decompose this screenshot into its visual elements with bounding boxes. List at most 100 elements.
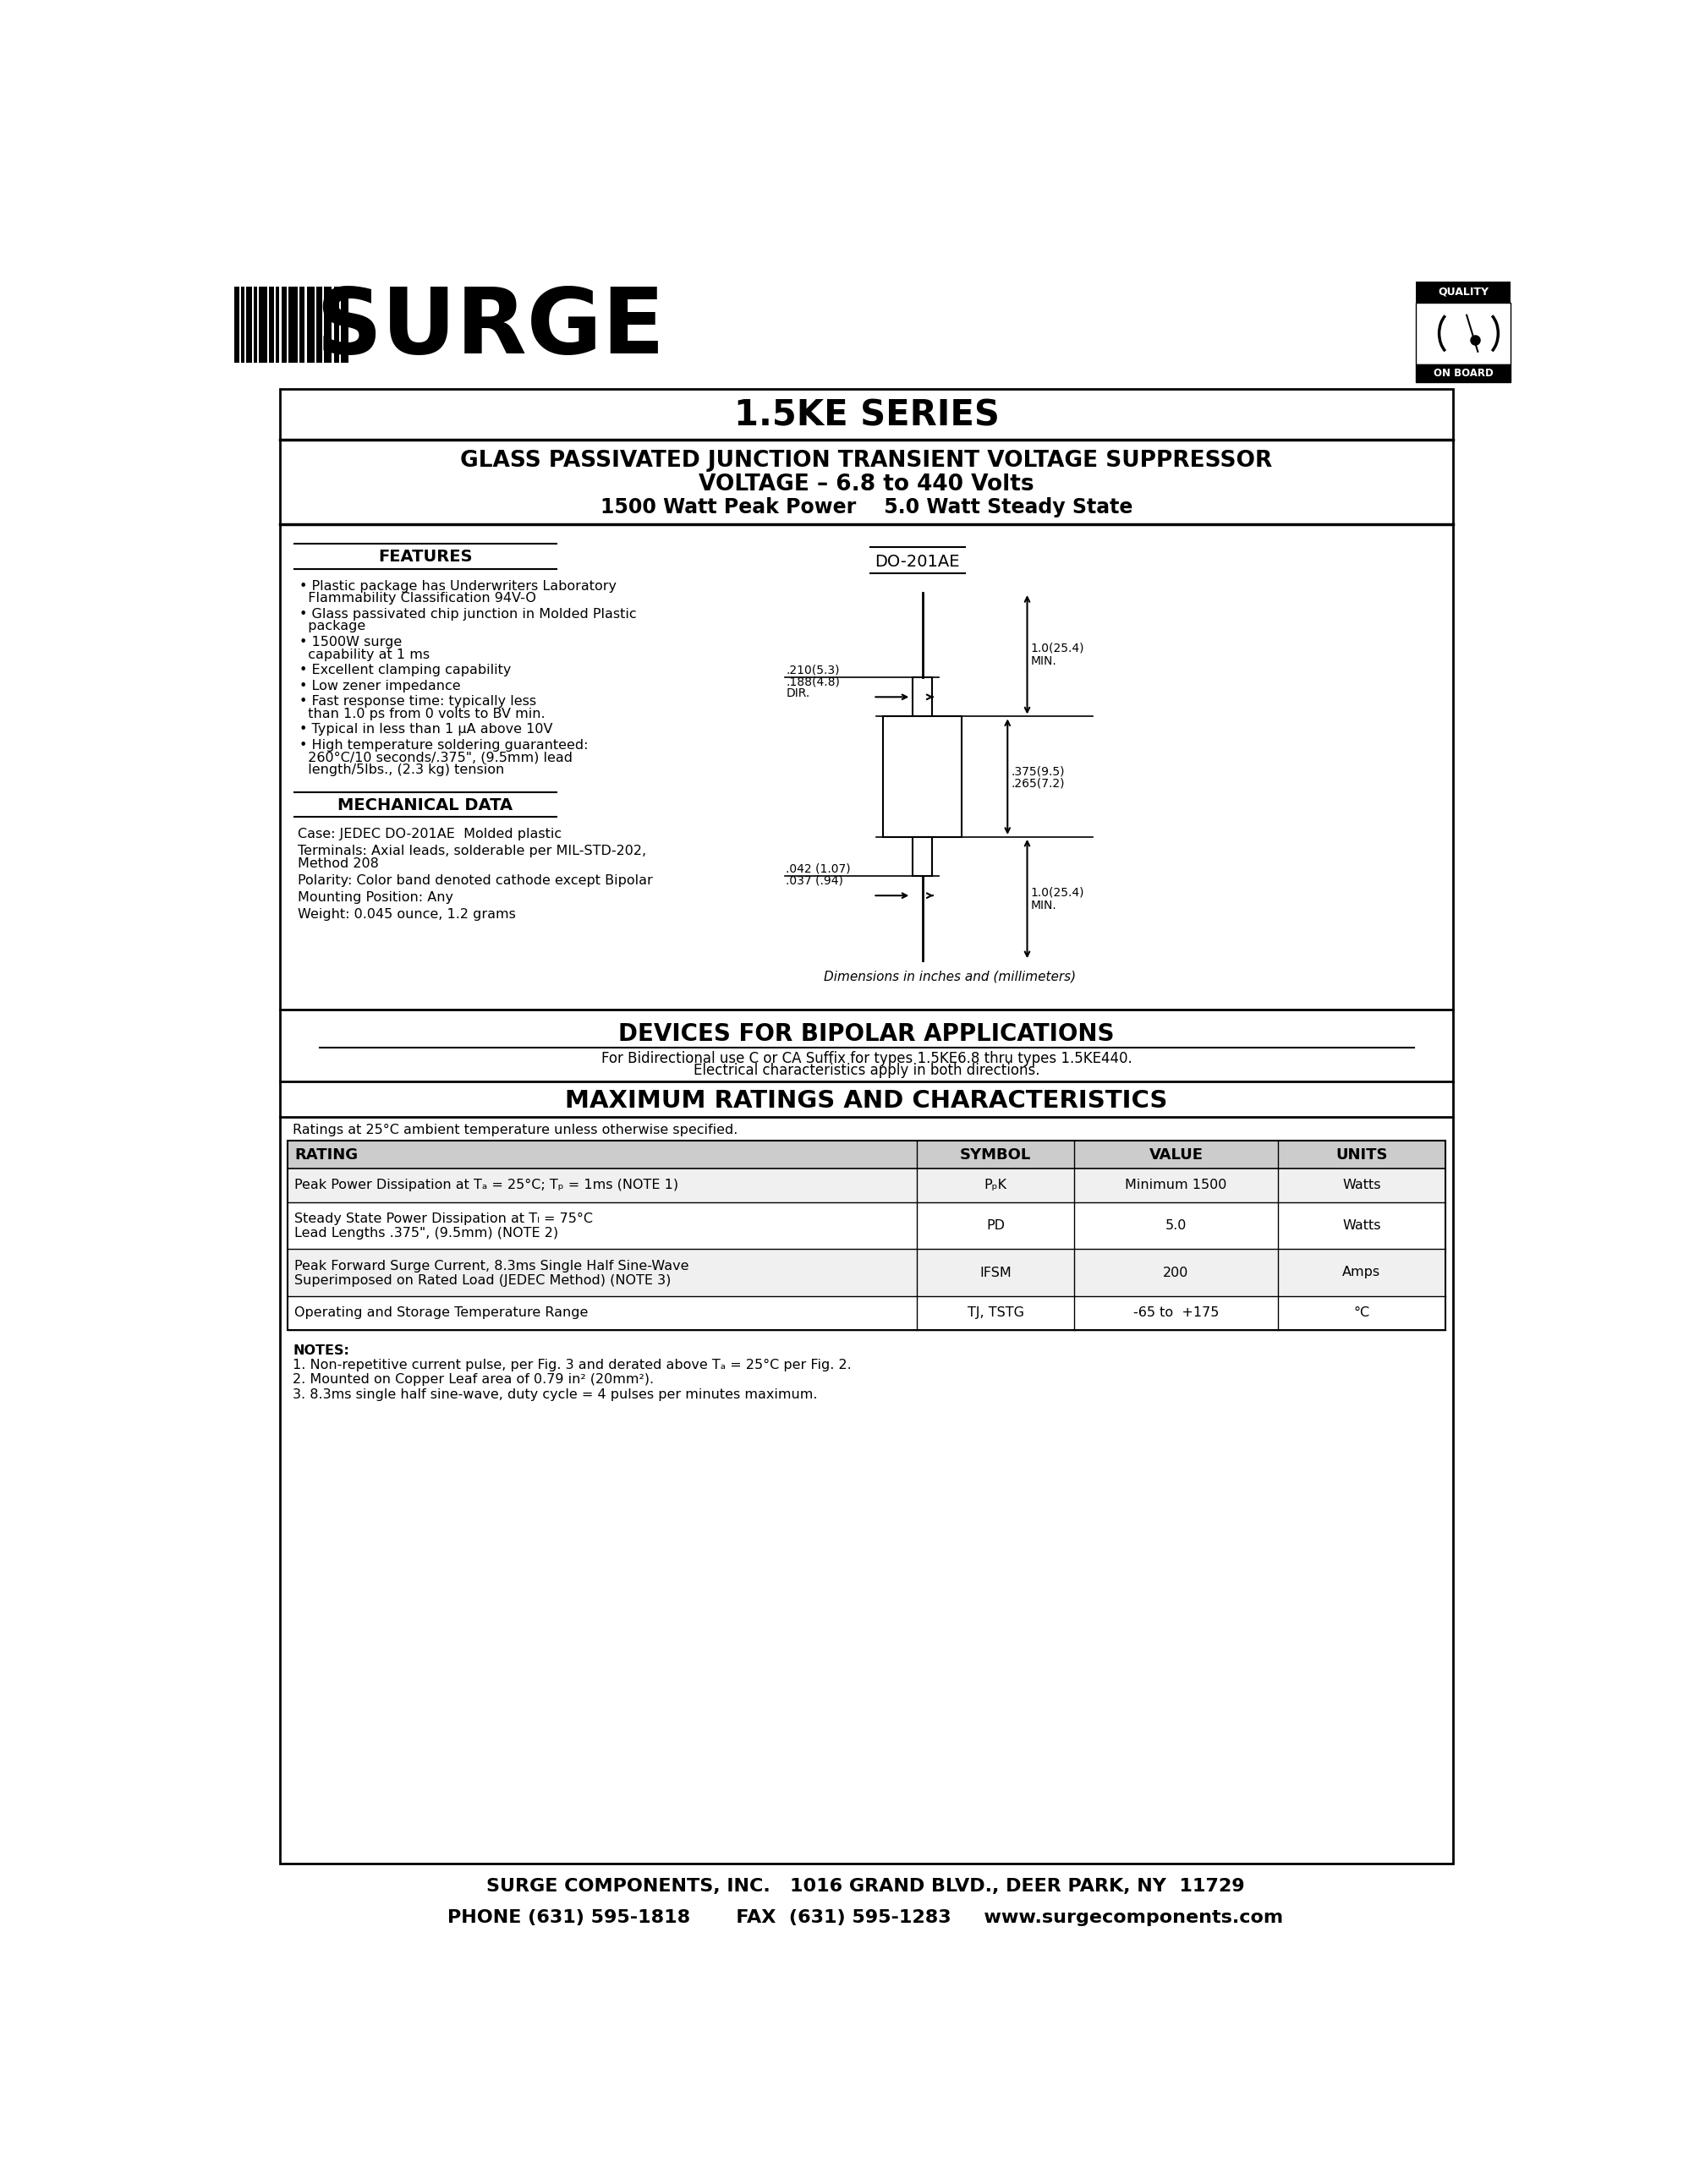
Text: Polarity: Color band denoted cathode except Bipolar: Polarity: Color band denoted cathode exc… (297, 874, 652, 887)
Text: .037 (.94): .037 (.94) (785, 874, 843, 887)
Text: 260°C/10 seconds/.375", (9.5mm) lead: 260°C/10 seconds/.375", (9.5mm) lead (299, 751, 573, 764)
Text: PD: PD (986, 1219, 1005, 1232)
Text: Case: JEDEC DO-201AE  Molded plastic: Case: JEDEC DO-201AE Molded plastic (297, 828, 562, 841)
Text: 1.5KE SERIES: 1.5KE SERIES (733, 397, 1000, 432)
Text: TJ, TSTG: TJ, TSTG (968, 1306, 1024, 1319)
Text: IFSM: IFSM (980, 1267, 1012, 1280)
Text: ON BOARD: ON BOARD (1434, 367, 1493, 378)
Text: length/5lbs., (2.3 kg) tension: length/5lbs., (2.3 kg) tension (299, 764, 505, 775)
Text: 5.0: 5.0 (1165, 1219, 1187, 1232)
Text: Peak Forward Surge Current, 8.3ms Single Half Sine-Wave: Peak Forward Surge Current, 8.3ms Single… (294, 1260, 689, 1273)
Bar (334, 286, 339, 363)
Text: Minimum 1500: Minimum 1500 (1125, 1179, 1226, 1192)
Text: • Excellent clamping capability: • Excellent clamping capability (299, 664, 512, 677)
Text: • Glass passivated chip junction in Molded Plastic: • Glass passivated chip junction in Mold… (299, 607, 637, 620)
Text: .210(5.3): .210(5.3) (785, 664, 839, 677)
Text: Watts: Watts (1343, 1219, 1380, 1232)
Bar (1415, 301, 1512, 365)
Text: FEATURES: FEATURES (378, 548, 473, 566)
Text: Flammability Classification 94V-O: Flammability Classification 94V-O (299, 592, 537, 605)
Text: Amps: Amps (1343, 1267, 1380, 1280)
Bar (1415, 365, 1512, 382)
Text: • Typical in less than 1 μA above 10V: • Typical in less than 1 μA above 10V (299, 723, 552, 736)
Text: MIN.: MIN. (1030, 900, 1057, 911)
Text: Watts: Watts (1343, 1179, 1380, 1192)
Text: Lead Lengths .375", (9.5mm) (NOTE 2): Lead Lengths .375", (9.5mm) (NOTE 2) (294, 1227, 559, 1241)
Text: Method 208: Method 208 (297, 856, 378, 869)
Bar (341, 286, 348, 363)
Bar (883, 716, 961, 836)
Text: SYMBOL: SYMBOL (959, 1147, 1032, 1162)
Text: VOLTAGE – 6.8 to 440 Volts: VOLTAGE – 6.8 to 440 Volts (699, 474, 1034, 496)
Bar (287, 1140, 1446, 1330)
Text: • Plastic package has Underwriters Laboratory: • Plastic package has Underwriters Labor… (299, 579, 616, 592)
Text: .375(9.5): .375(9.5) (1010, 767, 1064, 778)
Bar (253, 286, 257, 363)
Bar (287, 1295, 1446, 1330)
Text: 200: 200 (1164, 1267, 1189, 1280)
Text: DEVICES FOR BIPOLAR APPLICATIONS: DEVICES FOR BIPOLAR APPLICATIONS (618, 1022, 1115, 1046)
Bar (247, 286, 252, 363)
Text: For Bidirectional use C or CA Suffix for types 1.5KE6.8 thru types 1.5KE440.: For Bidirectional use C or CA Suffix for… (601, 1051, 1132, 1066)
Text: RATING: RATING (294, 1147, 358, 1162)
Text: MECHANICAL DATA: MECHANICAL DATA (338, 797, 513, 812)
Text: Dimensions in inches and (millimeters): Dimensions in inches and (millimeters) (824, 970, 1076, 983)
Text: Electrical characteristics apply in both directions.: Electrical characteristics apply in both… (694, 1061, 1040, 1077)
Text: 3. 8.3ms single half sine-wave, duty cycle = 4 pulses per minutes maximum.: 3. 8.3ms single half sine-wave, duty cyc… (294, 1389, 817, 1402)
Text: Steady State Power Dissipation at Tₗ = 75°C: Steady State Power Dissipation at Tₗ = 7… (294, 1212, 593, 1225)
Bar (287, 1201, 1446, 1249)
Text: Peak Power Dissipation at Tₐ = 25°C; Tₚ = 1ms (NOTE 1): Peak Power Dissipation at Tₐ = 25°C; Tₚ … (294, 1179, 679, 1192)
Text: 1500 Watt Peak Power    5.0 Watt Steady State: 1500 Watt Peak Power 5.0 Watt Steady Sta… (601, 498, 1133, 518)
Bar (287, 1249, 1446, 1295)
Text: GLASS PASSIVATED JUNCTION TRANSIENT VOLTAGE SUPPRESSOR: GLASS PASSIVATED JUNCTION TRANSIENT VOLT… (461, 450, 1274, 472)
Text: 1. Non-repetitive current pulse, per Fig. 3 and derated above Tₐ = 25°C per Fig.: 1. Non-repetitive current pulse, per Fig… (294, 1358, 851, 1372)
Text: SURGE: SURGE (316, 284, 665, 373)
Bar (242, 286, 245, 363)
Bar (258, 286, 267, 363)
Text: QUALITY: QUALITY (1437, 286, 1488, 297)
Text: • Fast response time: typically less: • Fast response time: typically less (299, 695, 537, 708)
Text: .188(4.8): .188(4.8) (785, 677, 839, 688)
Text: MIN.: MIN. (1030, 655, 1057, 666)
Text: DIR.: DIR. (785, 688, 809, 699)
Text: Mounting Position: Any: Mounting Position: Any (297, 891, 453, 904)
Text: .265(7.2): .265(7.2) (1010, 778, 1064, 788)
Bar (316, 286, 323, 363)
Bar (282, 286, 287, 363)
Text: capability at 1 ms: capability at 1 ms (299, 649, 431, 662)
Text: °C: °C (1353, 1306, 1370, 1319)
Bar (1415, 282, 1512, 301)
Text: Terminals: Axial leads, solderable per MIL-STD-202,: Terminals: Axial leads, solderable per M… (297, 845, 647, 858)
Text: than 1.0 ps from 0 volts to BV min.: than 1.0 ps from 0 volts to BV min. (299, 708, 546, 721)
Text: UNITS: UNITS (1336, 1147, 1387, 1162)
Text: • Low zener impedance: • Low zener impedance (299, 679, 461, 692)
Bar (912, 836, 932, 876)
Text: Weight: 0.045 ounce, 1.2 grams: Weight: 0.045 ounce, 1.2 grams (297, 909, 515, 922)
Bar (280, 389, 1453, 1863)
Bar (912, 677, 932, 716)
Bar (269, 286, 274, 363)
Text: NOTES:: NOTES: (294, 1343, 350, 1356)
Text: MAXIMUM RATINGS AND CHARACTERISTICS: MAXIMUM RATINGS AND CHARACTERISTICS (566, 1090, 1167, 1112)
Bar (275, 286, 279, 363)
Bar (324, 286, 331, 363)
Text: • High temperature soldering guaranteed:: • High temperature soldering guaranteed: (299, 738, 588, 751)
Bar (287, 1168, 1446, 1201)
Text: PHONE (631) 595-1818       FAX  (631) 595-1283     www.surgecomponents.com: PHONE (631) 595-1818 FAX (631) 595-1283 … (448, 1909, 1284, 1926)
Bar (235, 286, 240, 363)
Bar (307, 286, 314, 363)
Bar (287, 1140, 1446, 1168)
Text: PₚK: PₚK (985, 1179, 1007, 1192)
Text: DO-201AE: DO-201AE (875, 553, 959, 570)
Text: 1.0(25.4): 1.0(25.4) (1030, 642, 1084, 653)
Bar (299, 286, 304, 363)
Text: Operating and Storage Temperature Range: Operating and Storage Temperature Range (294, 1306, 588, 1319)
Text: SURGE COMPONENTS, INC.   1016 GRAND BLVD., DEER PARK, NY  11729: SURGE COMPONENTS, INC. 1016 GRAND BLVD.,… (486, 1878, 1245, 1896)
Text: Ratings at 25°C ambient temperature unless otherwise specified.: Ratings at 25°C ambient temperature unle… (294, 1123, 738, 1136)
Bar (289, 286, 297, 363)
Text: .042 (1.07): .042 (1.07) (785, 863, 851, 876)
Text: • 1500W surge: • 1500W surge (299, 636, 402, 649)
Text: Superimposed on Rated Load (JEDEC Method) (NOTE 3): Superimposed on Rated Load (JEDEC Method… (294, 1273, 671, 1286)
Text: package: package (299, 620, 367, 633)
Text: -65 to  +175: -65 to +175 (1133, 1306, 1219, 1319)
